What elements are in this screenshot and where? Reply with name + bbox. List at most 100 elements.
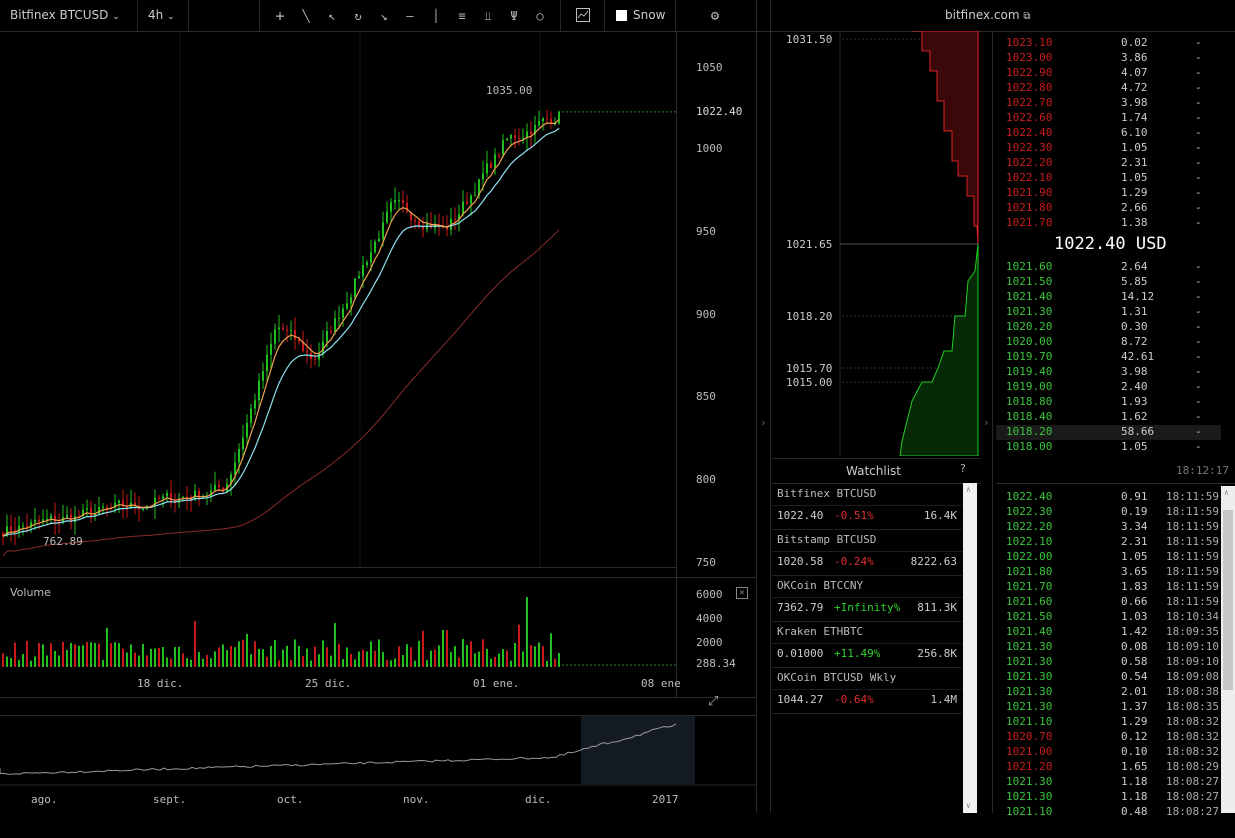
order-book-row[interactable]: 1022.20 2.31 - bbox=[996, 156, 1221, 171]
order-book-row[interactable]: 1021.90 1.29 - bbox=[996, 186, 1221, 201]
order-book-row[interactable]: 1020.00 8.72 - bbox=[996, 335, 1221, 350]
order-book-row[interactable]: 1022.30 1.05 - bbox=[996, 141, 1221, 156]
order-total: - bbox=[1195, 425, 1202, 438]
vertical-line-icon[interactable]: │ bbox=[432, 9, 440, 23]
order-book-row[interactable]: 1020.20 0.30 - bbox=[996, 320, 1221, 335]
order-book-row[interactable]: 1019.40 3.98 - bbox=[996, 365, 1221, 380]
order-price: 1021.60 bbox=[1006, 260, 1053, 273]
indicators-icon[interactable] bbox=[575, 8, 591, 24]
crosshair-icon[interactable]: + bbox=[275, 7, 285, 25]
navigator-chart[interactable] bbox=[0, 716, 756, 801]
trade-time: 18:11:59 bbox=[1166, 580, 1219, 593]
trade-time: 18:09:35 bbox=[1166, 625, 1219, 638]
arrow-line-icon[interactable]: ↖ bbox=[328, 9, 336, 23]
order-book-row[interactable]: 1022.70 3.98 - bbox=[996, 96, 1221, 111]
chevron-right-icon[interactable]: › bbox=[983, 416, 990, 429]
settings-gear-icon[interactable]: ⚙ bbox=[710, 8, 720, 24]
trades-scrollbar[interactable]: ∧ bbox=[1221, 486, 1235, 813]
watchlist-item[interactable]: Bitstamp BTCUSD 1020.58 -0.24% 8222.63 bbox=[772, 529, 962, 576]
volume-bar bbox=[254, 641, 256, 667]
volume-bar bbox=[450, 652, 452, 667]
fan-icon[interactable]: ⫫ bbox=[484, 9, 492, 23]
trade-price: 1022.10 bbox=[1006, 535, 1053, 548]
chart-pane[interactable] bbox=[0, 32, 676, 695]
symbol-selector[interactable]: Bitfinex BTCUSD ⌄ bbox=[10, 0, 120, 31]
order-book-row[interactable]: 1022.90 4.07 - bbox=[996, 66, 1221, 81]
order-book-row[interactable]: 1021.40 14.12 - bbox=[996, 290, 1221, 305]
candle-body bbox=[546, 118, 548, 120]
scroll-up-icon[interactable]: ∧ bbox=[1224, 488, 1229, 497]
navigator-range[interactable] bbox=[581, 716, 695, 784]
order-book-row[interactable]: 1021.80 2.66 - bbox=[996, 201, 1221, 216]
horizontal-line-icon[interactable]: – bbox=[406, 9, 414, 23]
volume-bar bbox=[398, 646, 400, 667]
scroll-down-icon[interactable]: ∨ bbox=[966, 801, 971, 810]
circle-icon[interactable]: ○ bbox=[536, 9, 544, 23]
order-book-row[interactable]: 1018.80 1.93 - bbox=[996, 395, 1221, 410]
candle-body bbox=[402, 199, 404, 204]
watchlist-item[interactable]: OKCoin BTCCNY 7362.79 +Infinity% 811.3K bbox=[772, 575, 962, 622]
volume-bar bbox=[66, 650, 68, 667]
watchlist-item[interactable]: Bitfinex BTCUSD 1022.40 -0.51% 16.4K bbox=[772, 483, 962, 530]
ray-icon[interactable]: ↻ bbox=[354, 9, 362, 23]
scroll-up-icon[interactable]: ∧ bbox=[966, 485, 971, 494]
trade-time: 18:11:59 bbox=[1166, 565, 1219, 578]
candle-body bbox=[202, 496, 204, 499]
order-book-row[interactable]: 1023.10 0.02 - bbox=[996, 36, 1221, 51]
order-book-row[interactable]: 1019.70 42.61 - bbox=[996, 350, 1221, 365]
watchlist-scrollbar[interactable]: ∧ ∨ bbox=[963, 483, 977, 813]
order-book-row[interactable]: 1021.70 1.38 - bbox=[996, 216, 1221, 231]
order-book-row[interactable]: 1023.00 3.86 - bbox=[996, 51, 1221, 66]
volume-bar bbox=[202, 658, 204, 667]
trend-line-icon[interactable]: ╲ bbox=[302, 9, 310, 23]
volume-bar bbox=[482, 639, 484, 667]
fullscreen-icon[interactable]: ⤢ bbox=[708, 694, 719, 709]
price-tick-label: 800 bbox=[696, 473, 716, 486]
volume-bar bbox=[298, 646, 300, 667]
volume-bar bbox=[190, 659, 192, 667]
volume-bar bbox=[498, 653, 500, 667]
external-link[interactable]: bitfinex.com ⧉ bbox=[945, 0, 1031, 31]
fib-retracement-icon[interactable]: ≡ bbox=[458, 9, 466, 23]
time-tick-label: 08 ene bbox=[641, 677, 681, 690]
price-chart-canvas[interactable] bbox=[0, 32, 676, 695]
order-book-row[interactable]: 1019.00 2.40 - bbox=[996, 380, 1221, 395]
order-book-row[interactable]: 1022.10 1.05 - bbox=[996, 171, 1221, 186]
close-volume-icon[interactable]: ✕ bbox=[736, 587, 748, 599]
chevron-right-icon[interactable]: › bbox=[760, 416, 767, 429]
interval-selector[interactable]: 4h ⌄ bbox=[148, 0, 175, 31]
watchlist-item[interactable]: OKCoin BTCUSD Wkly 1044.27 -0.64% 1.4M bbox=[772, 667, 962, 714]
volume-bar bbox=[466, 645, 468, 667]
order-book-row[interactable]: 1022.40 6.10 - bbox=[996, 126, 1221, 141]
snow-checkbox[interactable] bbox=[616, 10, 627, 21]
volume-bar bbox=[134, 652, 136, 667]
order-book-row[interactable]: 1018.20 58.66 - bbox=[996, 425, 1221, 440]
trade-time: 18:08:35 bbox=[1166, 700, 1219, 713]
order-book-row[interactable]: 1021.30 1.31 - bbox=[996, 305, 1221, 320]
panel-collapse-bar[interactable]: › bbox=[758, 0, 770, 813]
order-total: - bbox=[1195, 365, 1202, 378]
volume-bar bbox=[30, 660, 32, 667]
candle-body bbox=[10, 526, 12, 531]
trade-time: 18:08:38 bbox=[1166, 685, 1219, 698]
order-book-row[interactable]: 1022.60 1.74 - bbox=[996, 111, 1221, 126]
order-book-row[interactable]: 1021.50 5.85 - bbox=[996, 275, 1221, 290]
help-icon[interactable]: ? bbox=[960, 462, 966, 475]
order-book-row[interactable]: 1022.80 4.72 - bbox=[996, 81, 1221, 96]
volume-bar bbox=[126, 652, 128, 667]
volume-bar bbox=[174, 647, 176, 667]
order-total: - bbox=[1195, 320, 1202, 333]
snow-toggle[interactable]: Snow bbox=[616, 0, 665, 31]
candle-body bbox=[158, 497, 160, 499]
pitchfork-icon[interactable]: Ψ bbox=[510, 9, 518, 23]
site-link-label: bitfinex.com bbox=[945, 8, 1020, 22]
watchlist-item[interactable]: Kraken ETHBTC 0.01000 +11.49% 256.8K bbox=[772, 621, 962, 668]
extended-line-icon[interactable]: ↘ bbox=[380, 9, 388, 23]
watchlist-change: -0.64% bbox=[834, 693, 874, 706]
order-book-row[interactable]: 1021.60 2.64 - bbox=[996, 260, 1221, 275]
order-book-row[interactable]: 1018.00 1.05 - bbox=[996, 440, 1221, 455]
order-book-row[interactable]: 1018.40 1.62 - bbox=[996, 410, 1221, 425]
scroll-thumb[interactable] bbox=[1223, 510, 1233, 690]
trade-price: 1021.80 bbox=[1006, 565, 1053, 578]
